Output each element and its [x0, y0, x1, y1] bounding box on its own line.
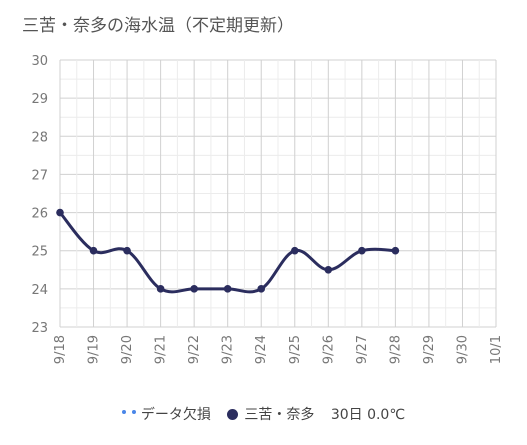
x-tick-label: 9/27: [355, 335, 370, 364]
x-tick-label: 9/22: [187, 335, 202, 364]
x-tick-label: 9/28: [388, 335, 403, 364]
legend-swatch-series: [227, 408, 239, 420]
y-tick-label: 28: [31, 130, 48, 145]
data-point: [324, 265, 333, 274]
legend-item-extra: 30日 0.0℃: [331, 404, 405, 424]
x-tick-label: 9/29: [422, 335, 437, 364]
y-tick-label: 25: [31, 245, 48, 260]
data-point: [257, 285, 266, 293]
y-tick-label: 26: [31, 207, 48, 222]
x-tick-label: 10/1: [489, 335, 504, 364]
data-point: [89, 246, 98, 255]
legend-label-missing: データ欠損: [140, 407, 211, 423]
x-tick-label: 9/20: [120, 335, 135, 364]
x-tick-label: 9/26: [321, 335, 336, 364]
y-tick-label: 29: [31, 92, 48, 107]
x-tick-label: 9/18: [53, 335, 68, 364]
data-point: [56, 208, 64, 217]
grid-layer: [59, 59, 497, 328]
legend-label-extra: 30日 0.0℃: [330, 407, 406, 423]
y-tick-label: 30: [31, 54, 48, 69]
chart-title: 三苦・奈多の海水温（不定期更新）: [22, 16, 294, 36]
legend-item-missing: データ欠損: [121, 404, 211, 424]
x-tick-label: 9/24: [254, 335, 269, 364]
legend: データ欠損 三苦・奈多 30日 0.0℃: [0, 404, 527, 424]
tick-layer: 23 24 25 26 27 28 29 30 9/18 9/19 9/20 9/21 9/22 9/23…: [31, 54, 504, 364]
data-point: [156, 285, 165, 293]
data-point: [123, 246, 131, 255]
data-point: [190, 285, 198, 293]
x-tick-label: 9/19: [87, 335, 102, 364]
series-layer: [56, 208, 400, 294]
data-point: [358, 246, 366, 255]
y-tick-label: 27: [31, 168, 48, 183]
legend-label-series: 三苦・奈多: [244, 407, 315, 423]
data-point: [223, 285, 232, 293]
x-tick-label: 9/30: [455, 335, 470, 364]
x-tick-label: 9/23: [221, 335, 236, 364]
data-point: [290, 246, 299, 255]
x-tick-label: 9/21: [154, 335, 169, 364]
y-tick-label: 24: [31, 283, 48, 298]
x-tick-label: 9/25: [288, 335, 303, 364]
y-tick-label: 23: [31, 321, 48, 336]
data-point: [391, 246, 400, 255]
legend-item-series: 三苦・奈多: [227, 404, 314, 424]
legend-swatch-missing: [121, 410, 136, 418]
